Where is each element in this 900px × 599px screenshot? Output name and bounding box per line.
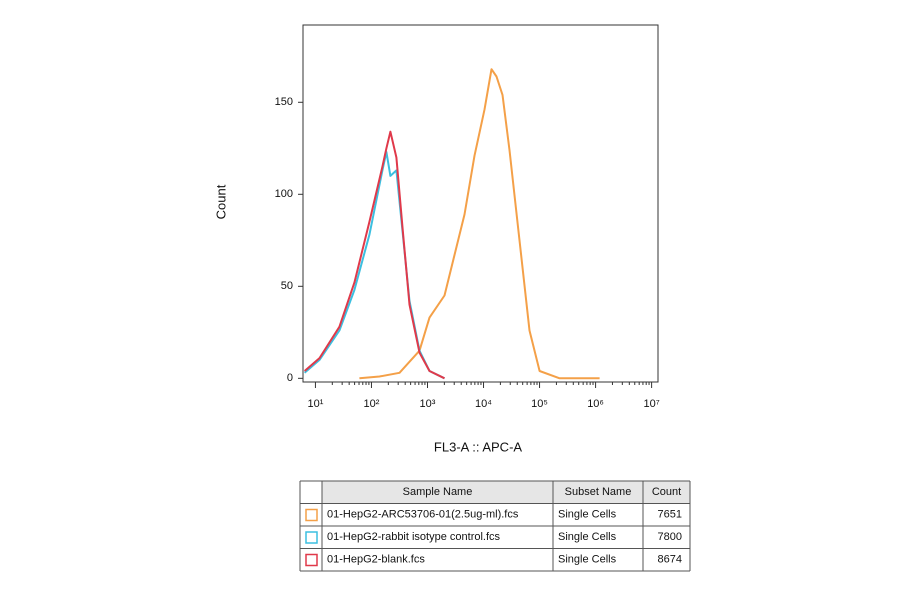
plot-frame [302,24,659,383]
histogram-line [359,68,600,380]
table-cell: 7800 [658,531,682,543]
legend-label: 01-HepG2-blank.fcs [327,554,425,566]
y-tick-label: 150 [275,96,293,108]
table-cell: Single Cells [558,509,617,521]
legend-swatch [305,553,318,567]
legend-swatch [305,531,318,544]
x-tick-label: 10⁵ [531,398,548,410]
legend-label: 01-HepG2-rabbit isotype control.fcs [327,531,501,543]
table-header: Sample Name [403,486,473,498]
x-tick-label: 10⁶ [587,398,604,410]
legend-label: 01-HepG2-ARC53706-01(2.5ug-ml).fcs [327,509,519,521]
table-cell: Single Cells [558,531,617,543]
histogram-line [303,130,445,380]
x-tick-label: 10¹ [307,398,323,410]
histogram-line [303,151,445,380]
x-tick-label: 10³ [420,398,436,410]
y-tick-label: 0 [287,372,293,384]
legend-swatch [305,508,318,522]
x-tick-label: 10⁴ [475,398,492,410]
table-header: Count [652,486,681,498]
x-tick-label: 10⁷ [644,398,660,410]
table-cell: 7651 [658,509,682,521]
table-header-bg [322,481,690,504]
x-axis-title: FL3-A :: APC-A [434,439,522,454]
table-cell: Single Cells [558,554,617,566]
table-header: Subset Name [565,486,632,498]
y-tick-label: 50 [281,280,293,292]
y-axis-title: Count [213,184,228,219]
y-tick-label: 100 [275,188,293,200]
x-tick-label: 10² [364,398,380,410]
table-cell: 8674 [658,554,682,566]
